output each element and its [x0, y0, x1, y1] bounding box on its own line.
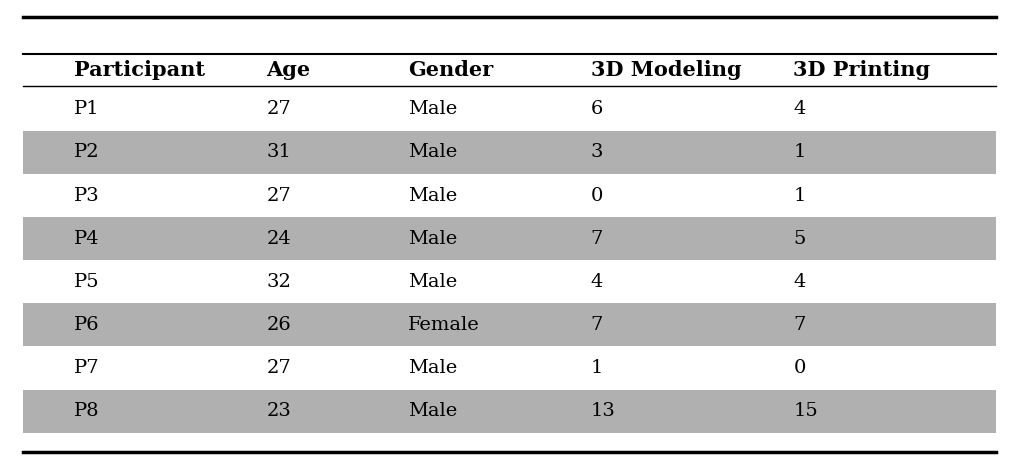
Text: 3D Modeling: 3D Modeling	[591, 60, 741, 80]
Text: 0: 0	[591, 187, 603, 204]
Text: Participant: Participant	[73, 60, 205, 80]
Text: 3: 3	[591, 144, 603, 161]
Text: 1: 1	[591, 359, 603, 377]
Text: P3: P3	[73, 187, 100, 204]
Text: 7: 7	[591, 230, 603, 248]
Bar	[23, 390, 996, 432]
Text: 4: 4	[591, 273, 603, 291]
Text: 0: 0	[793, 359, 806, 377]
Text: Male: Male	[409, 187, 458, 204]
Text: 26: 26	[266, 316, 291, 334]
Text: 6: 6	[591, 100, 603, 118]
Text: P4: P4	[73, 230, 99, 248]
Text: Male: Male	[409, 144, 458, 161]
Text: 23: 23	[266, 402, 291, 420]
Bar	[23, 131, 996, 174]
Text: 13: 13	[591, 402, 615, 420]
Text: Male: Male	[409, 359, 458, 377]
Text: 27: 27	[266, 359, 291, 377]
Text: 4: 4	[793, 100, 806, 118]
Text: 31: 31	[266, 144, 291, 161]
Text: 3D Printing: 3D Printing	[793, 60, 930, 80]
Bar	[23, 303, 996, 347]
Text: 24: 24	[266, 230, 291, 248]
Text: 7: 7	[793, 316, 806, 334]
Text: Age: Age	[266, 60, 311, 80]
Text: P7: P7	[73, 359, 99, 377]
Text: Female: Female	[409, 316, 480, 334]
Text: P2: P2	[73, 144, 99, 161]
Text: P8: P8	[73, 402, 99, 420]
Text: 15: 15	[793, 402, 818, 420]
Text: Male: Male	[409, 273, 458, 291]
Text: Male: Male	[409, 230, 458, 248]
Text: P1: P1	[73, 100, 99, 118]
Text: 1: 1	[793, 144, 806, 161]
Text: P5: P5	[73, 273, 99, 291]
Bar	[23, 217, 996, 260]
Text: 27: 27	[266, 187, 291, 204]
Text: 32: 32	[266, 273, 291, 291]
Text: 7: 7	[591, 316, 603, 334]
Text: 1: 1	[793, 187, 806, 204]
Text: Male: Male	[409, 402, 458, 420]
Text: P6: P6	[73, 316, 99, 334]
Text: 27: 27	[266, 100, 291, 118]
Text: 4: 4	[793, 273, 806, 291]
Text: Male: Male	[409, 100, 458, 118]
Text: 5: 5	[793, 230, 806, 248]
Text: Gender: Gender	[409, 60, 493, 80]
